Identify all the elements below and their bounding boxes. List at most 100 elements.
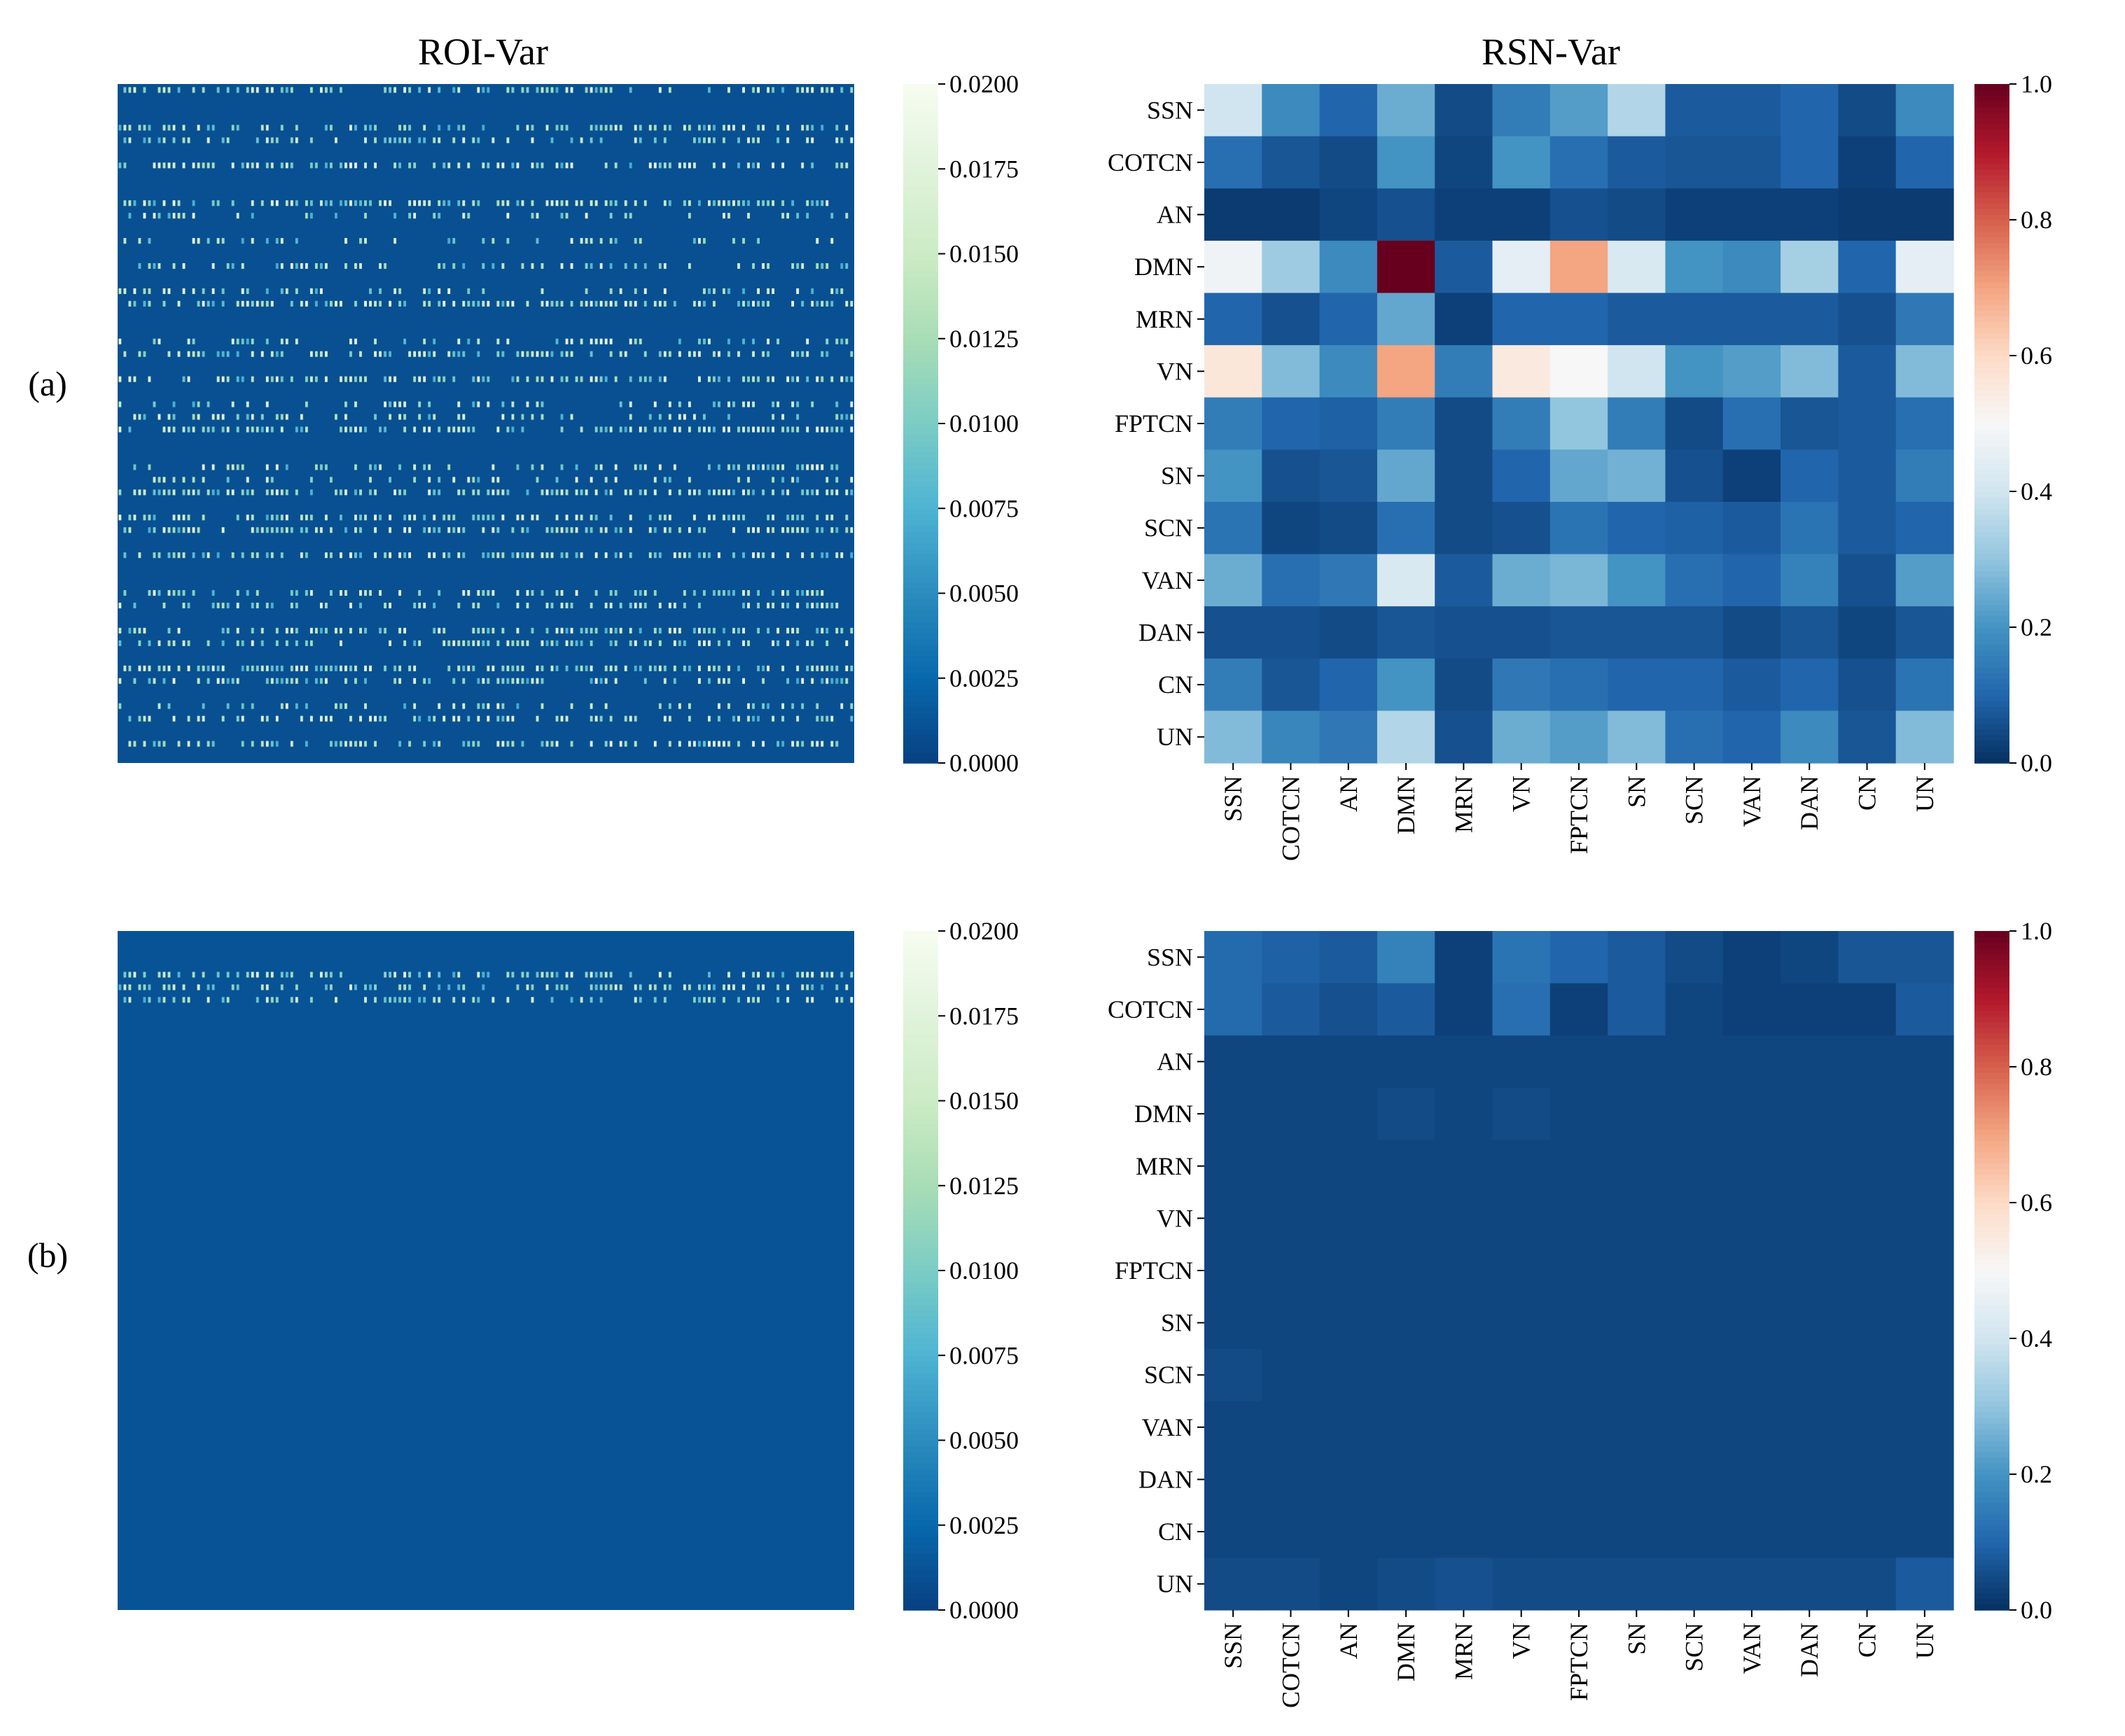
roi-var-a-cell — [643, 288, 647, 294]
rsn-var-a-y-tick-label: DAN — [1138, 618, 1193, 646]
roi-var-a-colorbar-segment — [903, 259, 938, 266]
roi-var-b-colorbar-segment — [903, 1474, 938, 1480]
roi-var-a-cell — [806, 338, 809, 344]
roi-var-a-cell — [221, 602, 225, 609]
roi-var-a-cell — [845, 640, 849, 646]
rsn-var-a-colorbar-segment — [1974, 514, 2009, 521]
roi-var-b-colorbar-tick-label: 0.0175 — [949, 1002, 1019, 1030]
rsn-var-a-colorbar-segment — [1974, 332, 2009, 340]
roi-var-a-cell — [796, 590, 800, 596]
rsn-var-b-x-tick-label: CN — [1853, 1623, 1881, 1658]
rsn-var-b-colorbar-segment — [1974, 1497, 2009, 1504]
roi-var-a-cell — [148, 262, 151, 270]
roi-var-a-cell — [177, 665, 181, 671]
roi-var-b-colorbar-segment — [903, 1010, 938, 1017]
rsn-var-b-y-tick-label: SN — [1161, 1309, 1193, 1337]
roi-var-a-cell — [374, 464, 377, 470]
roi-var-a-cell — [211, 665, 215, 671]
roi-var-a-cell — [393, 162, 397, 169]
roi-var-a-cell — [275, 137, 279, 144]
roi-var-a-cell — [796, 414, 800, 420]
roi-var-a-cell — [594, 87, 598, 93]
roi-var-a-cell — [501, 262, 505, 270]
roi-var-a-cell — [506, 640, 510, 646]
roi-var-a-cell — [295, 338, 298, 344]
roi-var-a-cell — [393, 87, 397, 93]
roi-var-a-cell — [280, 678, 284, 684]
roi-var-a-cell — [496, 678, 500, 684]
roi-var-b-colorbar-segment — [903, 1049, 938, 1056]
roi-var-a-cell — [354, 300, 357, 307]
roi-var-a-cell — [359, 552, 362, 559]
rsn-var-b-cell — [1319, 1035, 1378, 1088]
roi-var-a-cell — [270, 376, 274, 382]
roi-var-title: ROI-Var — [418, 31, 548, 73]
roi-var-a-cell — [634, 137, 637, 144]
rsn-var-a-colorbar-segment — [1974, 751, 2009, 758]
roi-var-a-cell — [772, 640, 775, 646]
roi-var-a-cell — [747, 213, 750, 219]
roi-var-a-cell — [285, 464, 288, 470]
roi-var-a-cell — [658, 703, 662, 709]
rsn-var-a-colorbar-tick-label: 0.6 — [2021, 342, 2052, 370]
rsn-var-b-colorbar-segment — [1974, 976, 2009, 983]
roi-var-a-cell — [825, 262, 829, 270]
roi-var-a-colorbar-segment — [903, 281, 938, 288]
roi-var-a-cell — [118, 401, 122, 407]
roi-var-a-cell — [550, 489, 554, 496]
roi-var-a-cell — [776, 125, 780, 131]
roi-var-a-cell — [256, 527, 259, 533]
roi-var-a-cell — [428, 527, 431, 533]
roi-var-a-cell — [447, 426, 451, 433]
roi-var-a-cell — [148, 288, 151, 294]
roi-var-a-cell — [757, 527, 760, 533]
roi-var-a-cell — [688, 477, 691, 483]
rsn-var-a-colorbar-segment — [1974, 424, 2009, 430]
roi-var-a-cell — [408, 200, 412, 206]
roi-var-a-cell — [757, 552, 760, 559]
roi-var-a-cell — [835, 602, 839, 609]
roi-var-a-cell — [438, 527, 441, 533]
roi-var-b-cell — [845, 984, 849, 990]
roi-var-a-cell — [850, 300, 854, 307]
roi-var-a-cell — [452, 87, 456, 93]
roi-var-a-cell — [462, 678, 466, 684]
roi-var-b-cell — [162, 972, 166, 978]
roi-var-a-cell — [275, 376, 279, 382]
roi-var-a-cell — [835, 137, 839, 144]
roi-var-a-cell — [619, 602, 622, 609]
roi-var-a-cell — [796, 527, 800, 533]
roi-var-a-cell — [697, 200, 701, 206]
roi-var-a-cell — [796, 351, 800, 357]
roi-var-a-cell — [697, 338, 701, 344]
roi-var-a-cell — [727, 351, 730, 357]
roi-var-b-colorbar-segment — [903, 987, 938, 994]
roi-var-a-cell — [594, 715, 598, 722]
roi-var-b-cell — [403, 997, 407, 1003]
roi-var-a-cell — [167, 590, 171, 596]
roi-var-a-cell — [737, 262, 740, 270]
roi-var-a-cell — [629, 627, 632, 634]
rsn-var-a-colorbar-segment — [1974, 644, 2009, 651]
roi-var-b-cell — [609, 984, 613, 990]
roi-var-a-cell — [531, 414, 534, 420]
roi-var-a-cell — [835, 288, 839, 294]
roi-var-b-colorbar-segment — [903, 1140, 938, 1147]
roi-var-b-cell — [438, 984, 441, 990]
roi-var-b-cell — [702, 997, 706, 1003]
roi-var-a-cell — [153, 527, 156, 533]
roi-var-a-cell — [747, 137, 750, 144]
roi-var-a-cell — [767, 602, 770, 609]
roi-var-a-cell — [423, 678, 426, 684]
roi-var-a-cell — [384, 426, 386, 433]
rsn-var-a-cell — [1492, 658, 1551, 711]
roi-var-a-cell — [275, 741, 279, 747]
roi-var-a-cell — [555, 87, 559, 93]
roi-var-a-cell — [541, 464, 544, 470]
roi-var-a-cell — [570, 741, 573, 747]
roi-var-a-cell — [496, 200, 500, 206]
roi-var-a-cell — [423, 376, 426, 382]
roi-var-b-colorbar-segment — [903, 1451, 938, 1458]
roi-var-a-colorbar-segment — [903, 90, 938, 96]
roi-var-a-cell — [143, 288, 146, 294]
